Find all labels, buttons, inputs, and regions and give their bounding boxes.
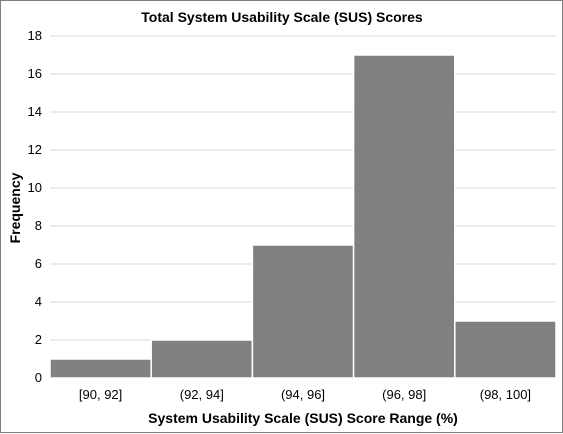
x-tick-label: [90, 92] — [79, 387, 122, 402]
y-tick-label: 16 — [28, 66, 42, 81]
bar — [352, 54, 456, 379]
x-tick-label: (98, 100] — [480, 387, 531, 402]
x-tick-label: (94, 96] — [281, 387, 325, 402]
y-axis-title: Frequency — [7, 172, 23, 243]
y-tick-label: 12 — [28, 142, 42, 157]
y-tick-label: 14 — [28, 104, 42, 119]
bars — [49, 54, 557, 379]
bar — [49, 358, 152, 379]
chart-title: Total System Usability Scale (SUS) Score… — [141, 9, 423, 25]
y-tick-label: 8 — [35, 218, 42, 233]
x-axis-title: System Usability Scale (SUS) Score Range… — [148, 410, 458, 426]
bar — [150, 339, 254, 379]
y-tick-labels: 0 2 4 6 8 10 12 14 16 18 — [28, 28, 42, 385]
y-tick-label: 18 — [28, 28, 42, 43]
x-tick-labels: [90, 92] (92, 94] (94, 96] (96, 98] (98, 100… — [79, 387, 531, 402]
y-tick-label: 6 — [35, 256, 42, 271]
y-tick-label: 0 — [35, 370, 42, 385]
gridlines — [50, 35, 556, 379]
bar — [454, 320, 557, 379]
y-tick-label: 10 — [28, 180, 42, 195]
x-tick-label: (96, 98] — [382, 387, 426, 402]
bar — [251, 244, 355, 379]
x-tick-label: (92, 94] — [180, 387, 224, 402]
y-tick-label: 2 — [35, 332, 42, 347]
y-tick-label: 4 — [35, 294, 42, 309]
